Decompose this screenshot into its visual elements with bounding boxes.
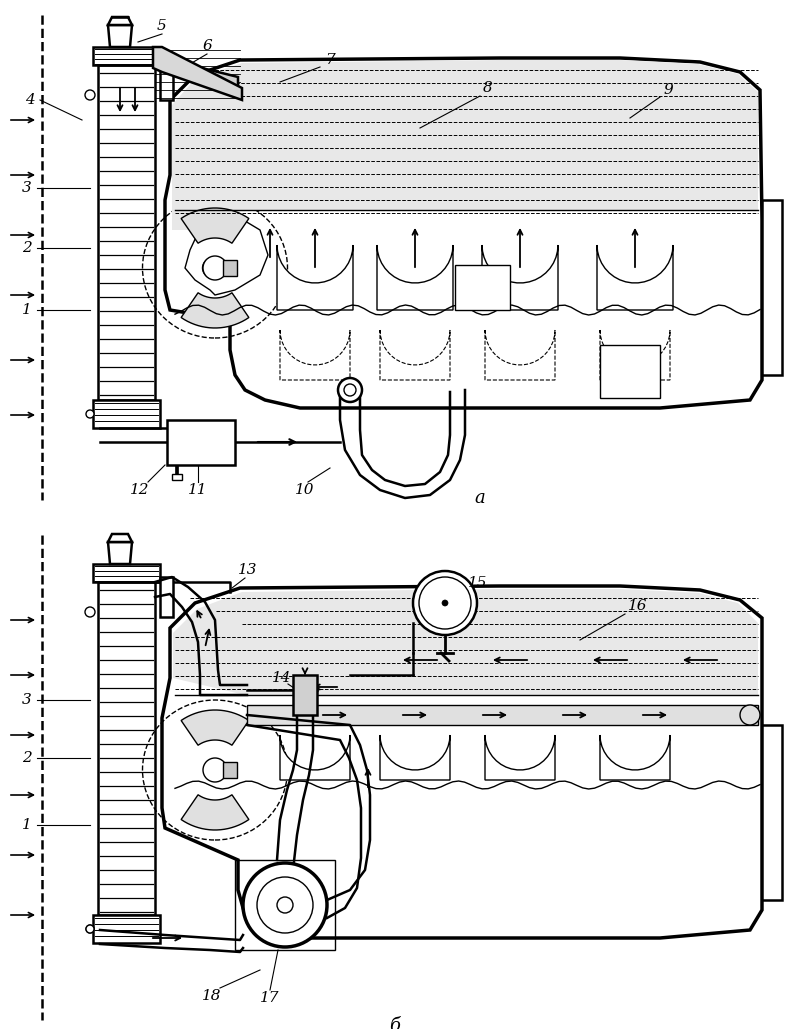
Polygon shape [93,915,160,943]
Text: 5: 5 [157,19,167,33]
Polygon shape [600,735,670,780]
Polygon shape [153,47,242,100]
Text: 2: 2 [22,751,32,765]
Polygon shape [181,710,249,745]
Polygon shape [172,60,758,230]
Text: 18: 18 [202,989,222,1003]
Text: а: а [475,489,485,507]
Polygon shape [173,589,758,695]
Polygon shape [280,735,350,780]
Circle shape [243,863,327,947]
Polygon shape [277,245,353,310]
Polygon shape [380,735,450,780]
Text: 6: 6 [202,39,212,54]
Polygon shape [280,330,350,380]
Polygon shape [172,474,182,480]
Polygon shape [108,534,132,542]
Polygon shape [223,762,237,778]
Text: 2: 2 [22,241,32,255]
Polygon shape [293,675,317,715]
Polygon shape [93,47,160,65]
Polygon shape [762,725,782,900]
Polygon shape [98,65,155,400]
Polygon shape [600,345,660,398]
Text: 8: 8 [483,81,493,95]
Circle shape [257,877,313,933]
Polygon shape [108,542,132,564]
Text: 11: 11 [188,483,208,497]
Text: 1: 1 [22,818,32,832]
Polygon shape [108,17,132,25]
Polygon shape [223,260,237,276]
Ellipse shape [202,257,227,279]
Circle shape [203,256,227,280]
Circle shape [86,410,94,418]
Polygon shape [247,705,758,725]
Text: 15: 15 [469,576,488,590]
Text: 17: 17 [261,991,280,1005]
Polygon shape [485,330,555,380]
Polygon shape [165,58,762,409]
Text: 13: 13 [238,563,257,577]
Polygon shape [93,564,160,582]
Text: 1: 1 [22,303,32,317]
Polygon shape [167,420,235,465]
Polygon shape [108,25,132,47]
Polygon shape [762,200,782,375]
Text: 3: 3 [22,693,32,707]
Polygon shape [181,794,249,830]
Polygon shape [181,208,249,243]
Polygon shape [175,465,178,474]
Text: 16: 16 [628,599,648,613]
Polygon shape [600,330,670,380]
Circle shape [203,758,227,782]
Circle shape [442,600,448,606]
Polygon shape [377,245,453,310]
Polygon shape [185,210,268,295]
Circle shape [86,925,94,933]
Circle shape [344,384,356,396]
Polygon shape [455,265,510,310]
Polygon shape [597,245,673,310]
Text: 9: 9 [663,83,673,97]
Text: 4: 4 [26,93,35,107]
Polygon shape [160,577,173,617]
Text: 3: 3 [22,181,32,196]
Circle shape [277,897,293,913]
Polygon shape [485,735,555,780]
Polygon shape [380,330,450,380]
Polygon shape [93,400,160,428]
Circle shape [338,378,362,402]
Polygon shape [98,582,155,915]
Text: 14: 14 [273,671,292,685]
Polygon shape [160,60,173,100]
Text: б: б [390,1017,401,1029]
Polygon shape [482,245,558,310]
Polygon shape [162,586,762,938]
Text: 7: 7 [325,54,335,67]
Polygon shape [155,52,238,90]
Circle shape [413,571,477,635]
Text: 10: 10 [295,483,315,497]
Circle shape [740,705,760,725]
Polygon shape [181,293,249,328]
Text: 12: 12 [130,483,150,497]
Circle shape [86,925,94,933]
